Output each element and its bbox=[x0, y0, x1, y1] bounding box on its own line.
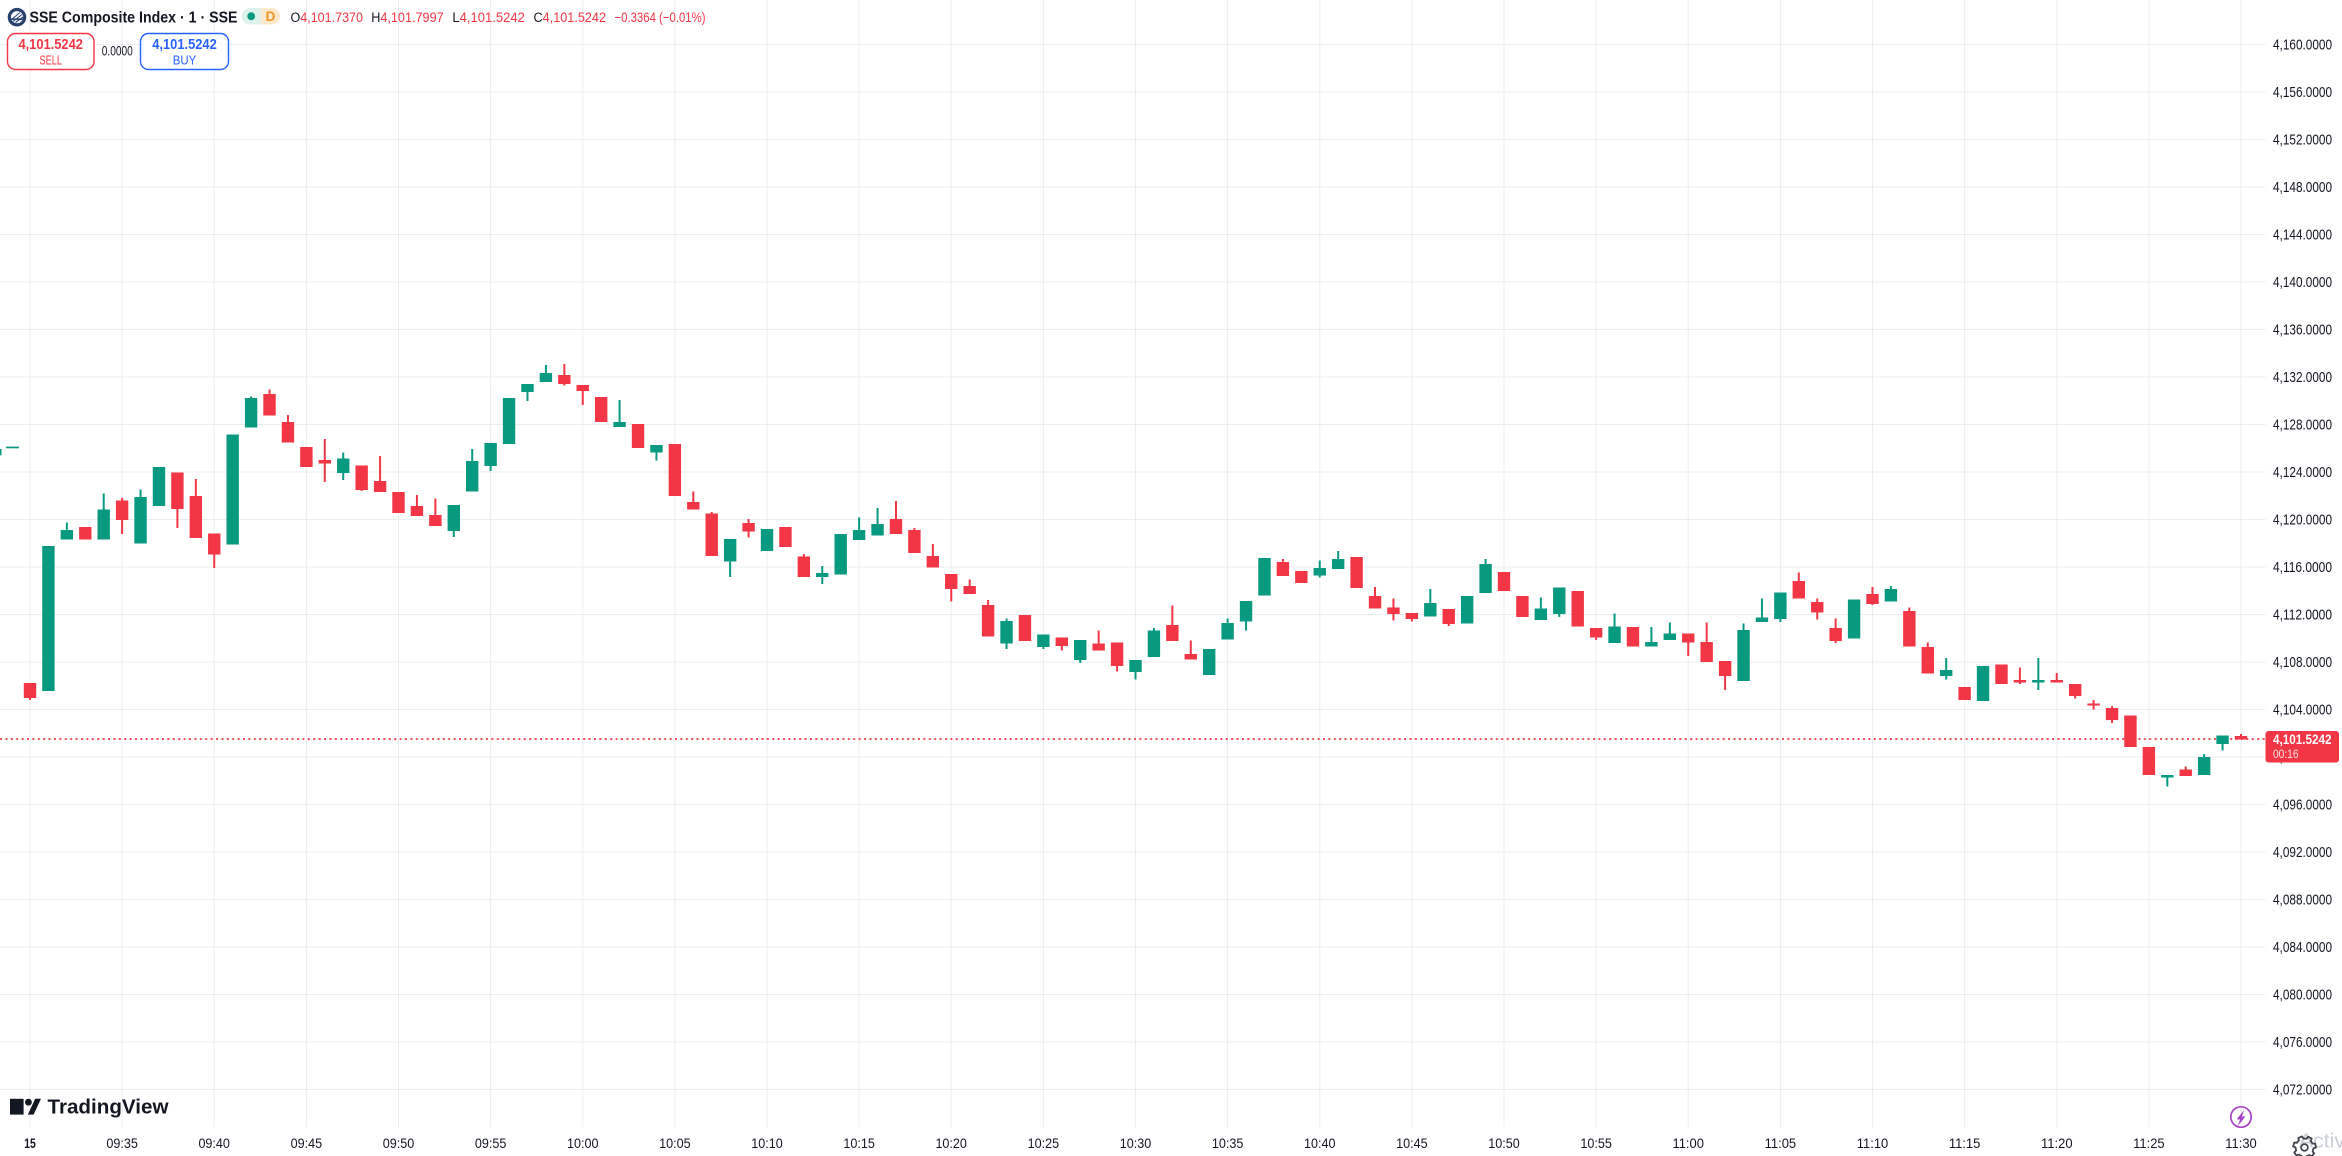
svg-text:4,124.0000: 4,124.0000 bbox=[2273, 464, 2332, 481]
svg-text:11:05: 11:05 bbox=[1765, 1135, 1797, 1151]
svg-text:11:15: 11:15 bbox=[1949, 1135, 1981, 1151]
svg-text:4,101.5242: 4,101.5242 bbox=[2273, 732, 2332, 747]
svg-text:4,092.0000: 4,092.0000 bbox=[2273, 844, 2332, 861]
svg-text:4,084.0000: 4,084.0000 bbox=[2273, 939, 2332, 956]
svg-text:4,132.0000: 4,132.0000 bbox=[2273, 369, 2332, 386]
svg-text:4,140.0000: 4,140.0000 bbox=[2273, 274, 2332, 291]
svg-text:10:50: 10:50 bbox=[1488, 1135, 1520, 1151]
svg-text:4,104.0000: 4,104.0000 bbox=[2273, 702, 2332, 719]
svg-text:10:00: 10:00 bbox=[567, 1135, 599, 1151]
svg-text:4,120.0000: 4,120.0000 bbox=[2273, 512, 2332, 529]
svg-text:O4,101.7370: O4,101.7370 bbox=[291, 10, 364, 25]
svg-text:4,088.0000: 4,088.0000 bbox=[2273, 892, 2332, 909]
svg-text:09:40: 09:40 bbox=[198, 1135, 230, 1151]
svg-text:L4,101.5242: L4,101.5242 bbox=[452, 10, 525, 25]
svg-text:4,136.0000: 4,136.0000 bbox=[2273, 322, 2332, 339]
svg-text:4,101.5242: 4,101.5242 bbox=[18, 37, 83, 53]
svg-text:TradingView: TradingView bbox=[48, 1096, 169, 1119]
svg-text:D: D bbox=[266, 9, 276, 24]
svg-text:4,116.0000: 4,116.0000 bbox=[2273, 559, 2332, 576]
svg-text:0.0000: 0.0000 bbox=[102, 44, 133, 59]
svg-text:11:00: 11:00 bbox=[1672, 1135, 1704, 1151]
svg-text:11:20: 11:20 bbox=[2041, 1135, 2073, 1151]
svg-text:4,112.0000: 4,112.0000 bbox=[2273, 607, 2332, 624]
svg-text:11:25: 11:25 bbox=[2133, 1135, 2165, 1151]
svg-text:09:45: 09:45 bbox=[291, 1135, 323, 1151]
svg-text:4,076.0000: 4,076.0000 bbox=[2273, 1034, 2332, 1051]
svg-text:H4,101.7997: H4,101.7997 bbox=[371, 10, 444, 25]
svg-text:4,148.0000: 4,148.0000 bbox=[2273, 179, 2332, 196]
svg-text:BUY: BUY bbox=[173, 53, 197, 68]
svg-text:09:35: 09:35 bbox=[106, 1135, 138, 1151]
svg-text:4,156.0000: 4,156.0000 bbox=[2273, 84, 2332, 101]
svg-text:10:15: 10:15 bbox=[843, 1135, 875, 1151]
svg-text:SELL: SELL bbox=[39, 53, 62, 68]
svg-text:SSE Composite Index · 1 · SSE: SSE Composite Index · 1 · SSE bbox=[30, 10, 238, 27]
svg-text:10:10: 10:10 bbox=[751, 1135, 783, 1151]
svg-text:09:55: 09:55 bbox=[475, 1135, 507, 1151]
svg-text:10:25: 10:25 bbox=[1028, 1135, 1060, 1151]
svg-text:4,101.5242: 4,101.5242 bbox=[152, 37, 217, 53]
svg-text:10:55: 10:55 bbox=[1580, 1135, 1612, 1151]
svg-text:10:30: 10:30 bbox=[1120, 1135, 1152, 1151]
svg-text:4,072.0000: 4,072.0000 bbox=[2273, 1082, 2332, 1099]
svg-text:Activ: Activ bbox=[2299, 1130, 2342, 1153]
svg-text:−0.3364 (−0.01%): −0.3364 (−0.01%) bbox=[615, 10, 706, 25]
svg-text:00:16: 00:16 bbox=[2273, 747, 2299, 761]
svg-text:09:50: 09:50 bbox=[383, 1135, 415, 1151]
svg-text:4,080.0000: 4,080.0000 bbox=[2273, 987, 2332, 1004]
svg-text:10:20: 10:20 bbox=[935, 1135, 967, 1151]
svg-text:10:35: 10:35 bbox=[1212, 1135, 1244, 1151]
svg-text:C4,101.5242: C4,101.5242 bbox=[534, 10, 607, 25]
svg-text:4,144.0000: 4,144.0000 bbox=[2273, 227, 2332, 244]
svg-text:10:45: 10:45 bbox=[1396, 1135, 1428, 1151]
svg-text:11:10: 11:10 bbox=[1857, 1135, 1889, 1151]
svg-text:10:40: 10:40 bbox=[1304, 1135, 1336, 1151]
svg-text:4,160.0000: 4,160.0000 bbox=[2273, 37, 2332, 54]
svg-text:4,108.0000: 4,108.0000 bbox=[2273, 654, 2332, 671]
svg-text:11:30: 11:30 bbox=[2225, 1135, 2257, 1151]
svg-text:4,128.0000: 4,128.0000 bbox=[2273, 417, 2332, 434]
svg-text:10:05: 10:05 bbox=[659, 1135, 691, 1151]
svg-text:4,096.0000: 4,096.0000 bbox=[2273, 797, 2332, 814]
svg-text:4,152.0000: 4,152.0000 bbox=[2273, 132, 2332, 149]
svg-text:15: 15 bbox=[24, 1135, 36, 1151]
